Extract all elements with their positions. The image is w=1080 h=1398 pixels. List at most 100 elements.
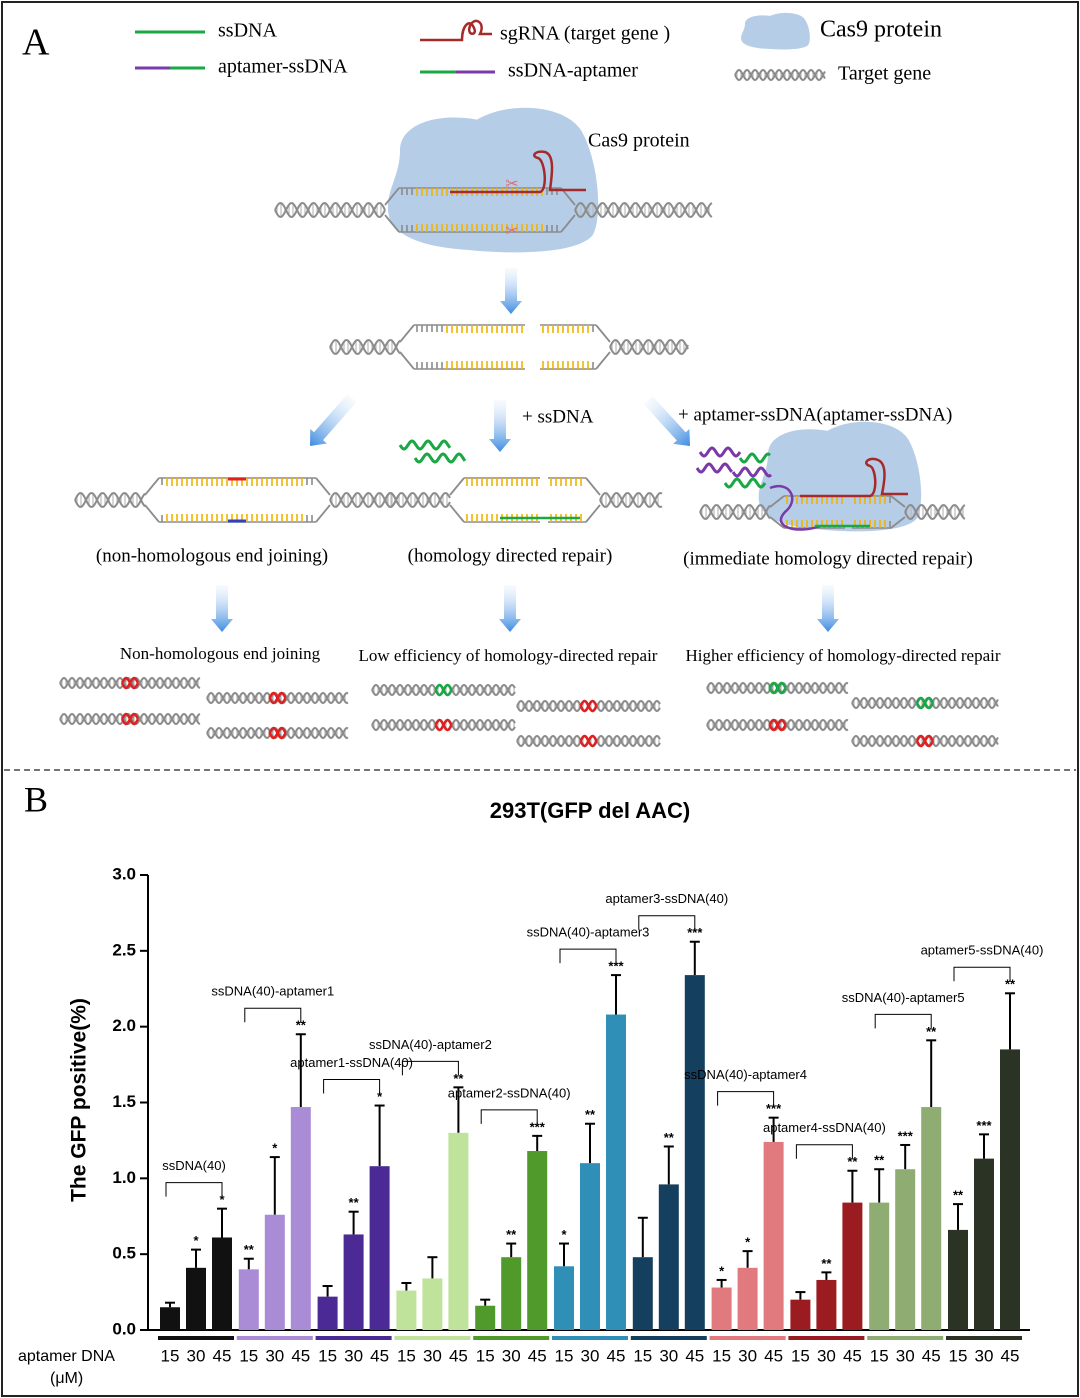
helix-strand [574,202,713,218]
aptamer [769,484,821,531]
significance: ** [664,1130,675,1145]
arrow [499,585,521,632]
arrow-shape [310,394,357,446]
comparison-label: ssDNA(40) [162,1158,226,1173]
helix-strand [599,492,663,508]
bar [580,1163,600,1330]
significance: * [193,1233,199,1248]
outcome-label: Non-homologous end joining [120,644,321,663]
bracket [401,1060,459,1076]
edit-site [579,699,598,713]
significance: *** [976,1118,992,1133]
bar [842,1202,863,1330]
x-tick-label: 15 [318,1346,337,1365]
significance: *** [530,1119,546,1134]
x-axis-label: aptamer DNA [18,1348,115,1365]
bar [264,1214,285,1330]
scissors: ✂ [505,223,518,240]
x-tick-label: 45 [213,1346,232,1365]
helix-strand [59,712,201,726]
strand-bases [786,520,843,528]
x-tick-label: 30 [817,1346,836,1365]
strand-bases [854,496,886,504]
significance: ** [296,1018,307,1033]
x-tick-label: 45 [449,1346,468,1365]
significance: ** [847,1154,858,1169]
comparison-label: aptamer2-ssDNA(40) [448,1085,571,1100]
helix-strand [904,504,966,520]
bracket [559,948,617,964]
bar [317,1296,338,1330]
bar [816,1279,837,1330]
strand [144,477,331,523]
edit-site [434,718,453,732]
strand-bases [542,361,589,369]
bar [475,1305,496,1330]
panel-label: A [22,22,50,64]
oligo [695,462,734,474]
x-tick-label: 30 [975,1346,994,1365]
edit-site [268,726,287,740]
strand [399,187,561,195]
x-tick-label: 45 [1001,1346,1020,1365]
x-tick-label: 30 [344,1346,363,1365]
bar [186,1267,206,1330]
x-tick-label: 15 [239,1346,258,1365]
bar [343,1234,364,1330]
helix-strand [734,68,826,82]
helix-strand [599,492,663,508]
bracket [480,1109,538,1124]
bracket [795,1144,853,1159]
x-tick-label: 45 [528,1346,547,1365]
significance: * [219,1192,225,1207]
oligo [738,452,772,464]
cas9-label: Cas9 protein [588,130,690,152]
x-axis-label: (μM) [50,1370,83,1387]
sgrna [450,150,586,194]
significance: ** [926,1024,937,1039]
significance: * [377,1089,383,1104]
x-tick-label: 15 [397,1346,416,1365]
significance: * [561,1227,567,1242]
strand [449,477,601,523]
step-label: + aptamer-ssDNA(aptamer-ssDNA) [678,404,952,425]
bar [895,1169,916,1330]
helix-strand [59,712,201,726]
outcome-label: Low efficiency of homology-directed repa… [359,646,658,665]
edit-site [768,681,787,695]
helix-rungs [518,702,660,710]
significance: ** [874,1153,885,1168]
significance: * [719,1263,725,1278]
sgrna [800,457,908,498]
x-tick-label: 45 [370,1346,389,1365]
chart-title: 293T(GFP del AAC) [490,798,690,823]
legend-label: ssDNA [218,20,277,42]
significance: *** [687,925,703,940]
significance: *** [766,1101,782,1116]
significance: *** [608,959,624,974]
comparison-label: aptamer4-ssDNA(40) [763,1120,886,1135]
x-tick-label: 30 [738,1346,757,1365]
bar [974,1158,994,1330]
cas9-protein [741,12,810,50]
y-tick-label: 0.5 [112,1244,136,1263]
edit-site [915,696,935,710]
comparison-label: aptamer1-ssDNA(40) [290,1055,413,1070]
strand-bases [542,325,589,333]
arrow [500,268,522,314]
significance: ** [821,1256,832,1271]
bar [790,1299,811,1330]
x-tick-label: 45 [922,1346,941,1365]
y-tick-label: 3.0 [112,864,136,883]
oligo [698,446,742,458]
y-tick-label: 2.0 [112,1016,136,1035]
legend-label: ssDNA-aptamer [508,60,638,82]
x-tick-label: 15 [949,1346,968,1365]
arrow-shape [817,585,839,632]
arrow-shape [211,585,233,632]
bracket [953,966,1011,982]
helix-strand [734,68,826,82]
scissors: ✂ [505,176,518,193]
comparison-label: ssDNA(40)-aptamer5 [842,990,965,1005]
strand-bases [446,325,523,333]
